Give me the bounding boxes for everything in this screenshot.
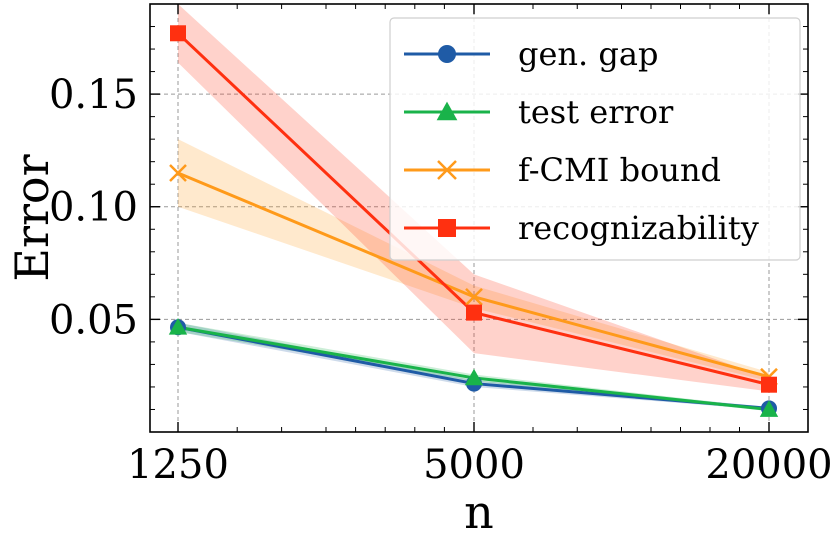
x-tick-label: 5000 [423,442,525,488]
point-f-cmi-bound-stroke-b [169,164,187,182]
point-test-error [759,400,779,417]
y-tick-label: 0.05 [49,297,138,343]
legend-marker-stroke-b [437,160,457,180]
legend-label: f-CMI bound [518,151,721,189]
point-test-error [168,318,188,335]
tick-layer: 1250 5000 20000 0.05 0.10 0.15 [49,4,830,488]
x-tick-label: 20000 [705,442,830,488]
point-f-cmi-bound [465,287,483,306]
y-tick-label: 0.15 [49,72,138,118]
point-f-cmi-bound [169,164,187,182]
point-recognizability [761,376,777,393]
legend-marker [437,160,457,180]
point-recognizability [170,25,186,42]
y-tick-label: 0.10 [49,185,138,231]
point-test-error [464,368,484,386]
legend-box [389,17,801,261]
legend-marker [438,45,456,63]
band-f-cmi-bound [178,139,769,382]
legend-marker [436,101,458,121]
legend: gen. gap test error f-CMI bound recognizabi… [389,17,801,261]
y-axis-title: Error [5,154,59,281]
marker-layer [168,25,779,417]
legend-label: gen. gap [518,35,658,73]
legend-marker [438,219,456,237]
legend-label: recognizability [518,209,759,247]
x-axis-title: n [464,485,494,537]
point-recognizability [466,304,482,321]
legend-label: test error [518,93,674,131]
plot-frame [149,3,809,433]
x-tick-label: 1250 [127,442,229,488]
point-f-cmi-bound-stroke-b [465,287,483,306]
